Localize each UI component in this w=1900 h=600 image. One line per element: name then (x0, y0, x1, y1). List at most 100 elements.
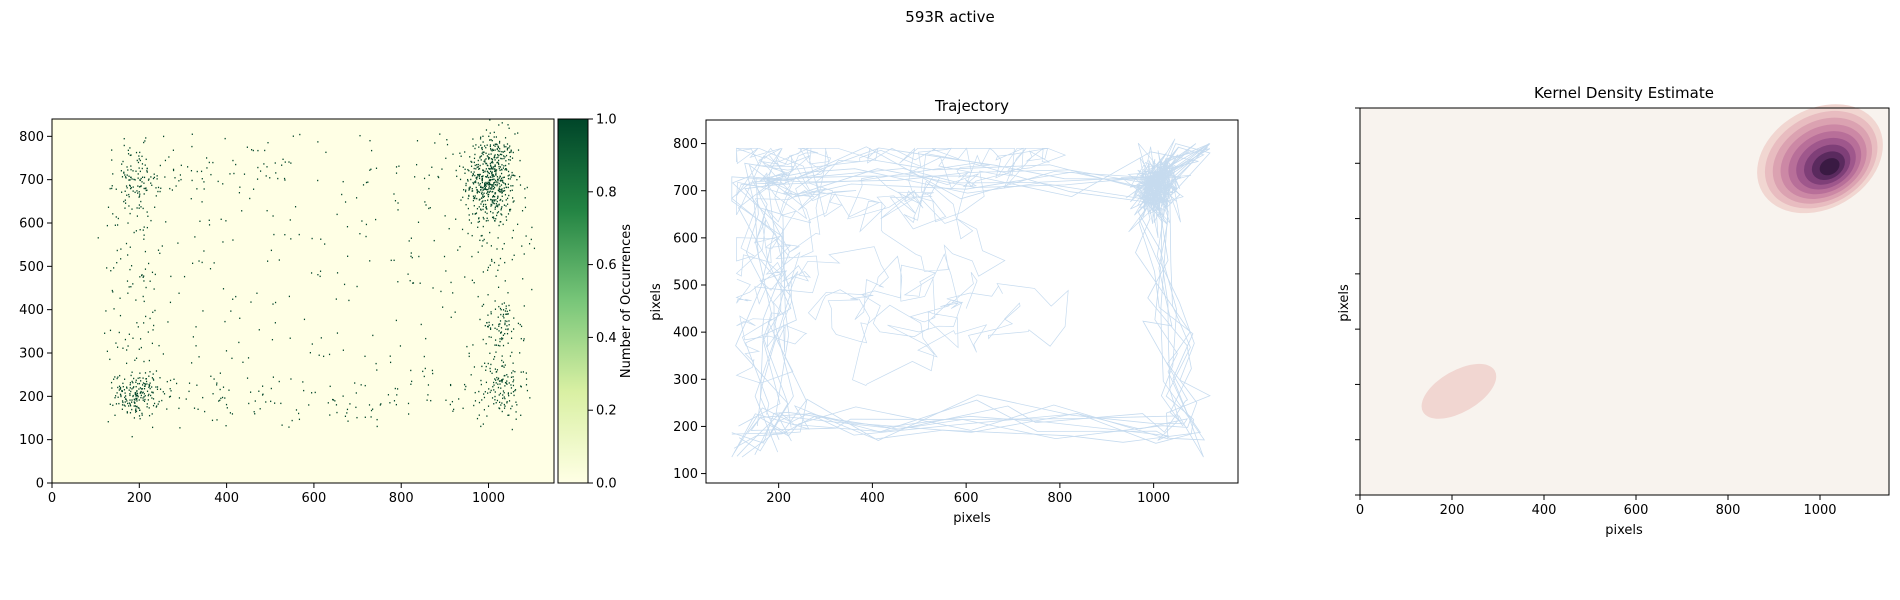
occurrence-point (465, 203, 467, 206)
occurrence-point (129, 154, 131, 157)
occurrence-point (502, 337, 504, 340)
occurrence-point (144, 140, 146, 142)
occurrence-point (146, 189, 148, 191)
occurrence-point (190, 169, 193, 172)
occurrence-point (149, 280, 151, 282)
occurrence-point (484, 188, 486, 190)
occurrence-point (280, 402, 282, 405)
occurrence-point (485, 203, 487, 206)
occurrence-point (482, 187, 484, 189)
occurrence-point (180, 178, 182, 181)
occurrence-point (140, 346, 142, 349)
occurrence-point (319, 270, 322, 272)
occurrence-point (336, 213, 338, 216)
occurrence-point (500, 220, 502, 223)
occurrence-point (369, 169, 371, 171)
occurrence-point (468, 169, 470, 172)
occurrence-point (450, 281, 452, 284)
x-tick-label: 1000 (1803, 503, 1836, 518)
occurrence-point (480, 208, 482, 210)
occurrence-point (494, 339, 497, 341)
occurrence-point (481, 186, 483, 189)
occurrence-point (472, 138, 474, 140)
occurrence-point (481, 365, 483, 368)
occurrence-point (139, 151, 141, 154)
occurrence-point (491, 258, 493, 261)
occurrence-point (508, 147, 510, 149)
occurrence-point (278, 259, 280, 261)
occurrence-point (507, 177, 510, 180)
occurrence-point (134, 191, 136, 194)
occurrence-point (465, 385, 467, 388)
occurrence-point (472, 344, 474, 346)
occurrence-point (288, 426, 290, 428)
colorbar: 0.00.20.40.60.81.0 Number of Occurrences (557, 113, 634, 492)
occurrence-point (492, 196, 494, 198)
occurrence-point (389, 361, 392, 364)
occurrence-point (459, 245, 461, 248)
occurrence-point (474, 147, 476, 150)
occurrence-point (164, 176, 166, 178)
occurrence-point (395, 166, 398, 168)
occurrence-point (494, 206, 496, 209)
occurrence-point (410, 369, 412, 372)
occurrence-point (126, 412, 128, 414)
occurrence-point (511, 157, 514, 159)
occurrence-point (146, 406, 148, 408)
occurrence-point (500, 313, 502, 316)
occurrence-point (502, 394, 504, 396)
occurrence-point (129, 179, 131, 181)
x-tick-label: 200 (766, 491, 791, 506)
occurrence-point (462, 196, 464, 199)
occurrence-point (495, 275, 497, 277)
occurrence-point (471, 175, 474, 177)
occurrence-point (142, 397, 144, 399)
occurrence-point (497, 196, 499, 198)
x-tick-label: 0 (1356, 503, 1364, 518)
occurrence-point (119, 393, 122, 396)
occurrence-point (138, 167, 140, 169)
occurrence-point (130, 187, 132, 189)
occurrence-point (495, 402, 497, 404)
occurrence-point (151, 271, 154, 274)
occurrence-point (157, 249, 160, 251)
occurrence-point (148, 386, 150, 389)
x-tick-label: 400 (214, 491, 239, 506)
occurrence-point (475, 144, 477, 146)
occurrence-point (499, 340, 501, 343)
occurrence-point (490, 336, 492, 338)
occurrence-point (512, 384, 515, 387)
occurrence-point (112, 291, 114, 293)
occurrence-point (106, 267, 108, 269)
occurrence-point (487, 326, 489, 328)
occurrence-point (151, 397, 153, 399)
occurrence-point (511, 428, 513, 431)
occurrence-point (494, 192, 496, 194)
occurrence-point (325, 151, 327, 154)
occurrence-point (493, 202, 495, 205)
occurrence-point (495, 202, 497, 205)
occurrence-point (505, 199, 507, 201)
occurrence-point (341, 193, 343, 196)
occurrence-point (143, 396, 145, 398)
occurrence-point (135, 410, 138, 412)
occurrence-point (481, 245, 483, 247)
occurrence-point (114, 414, 116, 417)
occurrence-point (225, 403, 228, 406)
occurrence-point (354, 382, 356, 384)
y-tick-label: 100 (673, 467, 698, 482)
occurrence-point (492, 201, 494, 203)
occurrence-point (433, 239, 435, 242)
occurrence-point (166, 408, 168, 410)
occurrence-point (490, 389, 492, 392)
occurrence-point (156, 178, 158, 180)
occurrence-point (472, 173, 474, 176)
occurrence-point (519, 159, 521, 162)
occurrence-point (144, 385, 146, 387)
occurrence-point (490, 199, 492, 201)
occurrence-point (264, 149, 266, 152)
occurrence-point (473, 404, 475, 407)
occurrence-point (150, 176, 152, 178)
occurrence-point (483, 160, 485, 163)
